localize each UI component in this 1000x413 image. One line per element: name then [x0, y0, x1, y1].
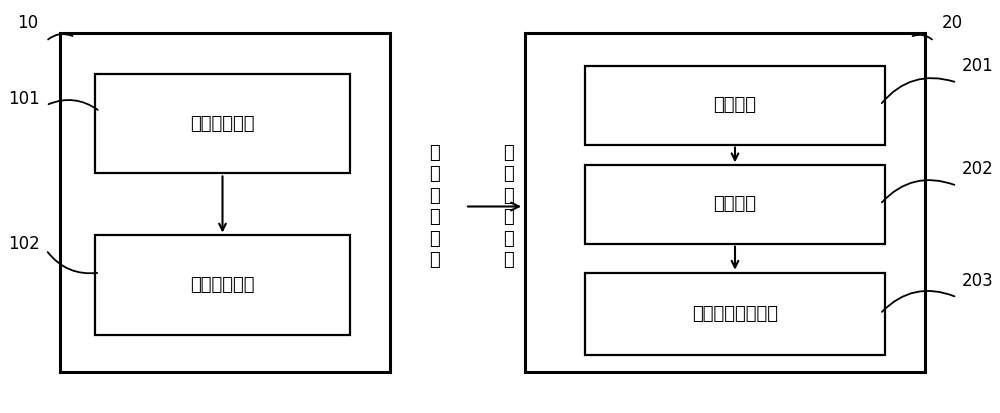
Bar	[95, 235, 350, 335]
Bar	[60, 33, 390, 372]
Bar	[585, 165, 885, 244]
Text: 数据显示存储模块: 数据显示存储模块	[692, 305, 778, 323]
Bar	[525, 33, 925, 372]
Text: 计算模块: 计算模块	[714, 195, 757, 214]
Bar	[585, 66, 885, 145]
Text: 101: 101	[8, 90, 40, 108]
Text: 测量模块: 测量模块	[714, 96, 757, 114]
Text: 201: 201	[962, 57, 994, 75]
Bar	[95, 74, 350, 173]
Text: 数据处理模块: 数据处理模块	[190, 276, 255, 294]
Bar	[585, 273, 885, 355]
Text: 202: 202	[962, 160, 994, 178]
Text: 第
二
处
理
单
元: 第 二 处 理 单 元	[503, 144, 513, 269]
Text: 数据获取模块: 数据获取模块	[190, 115, 255, 133]
Text: 102: 102	[8, 235, 40, 253]
Text: 第
一
处
理
单
元: 第 一 处 理 单 元	[430, 144, 440, 269]
Text: 203: 203	[962, 272, 994, 290]
Text: 10: 10	[17, 14, 39, 32]
Text: 20: 20	[941, 14, 963, 32]
